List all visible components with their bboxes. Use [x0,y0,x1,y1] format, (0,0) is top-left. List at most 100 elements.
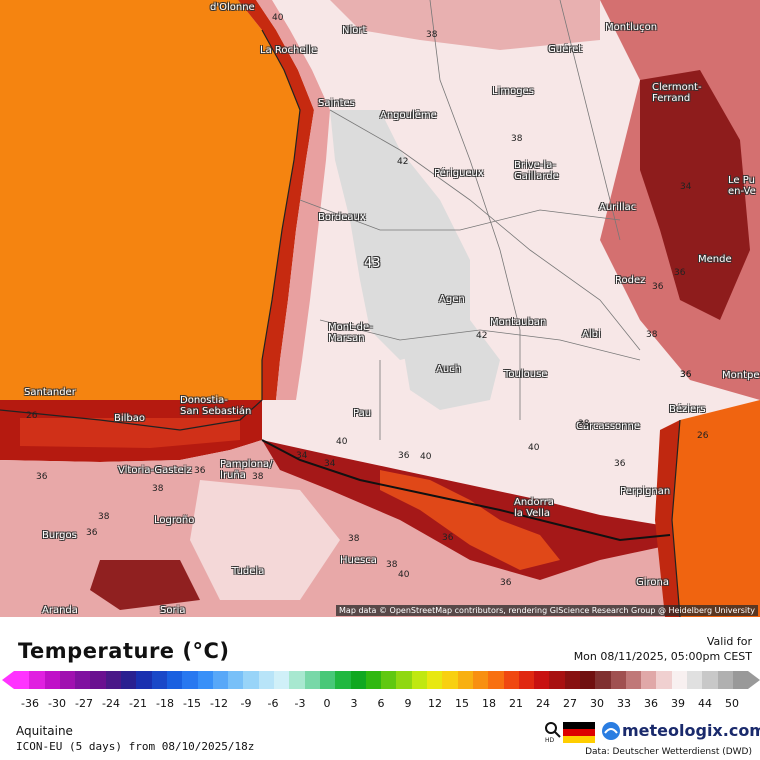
admin-border [329,109,641,351]
city-label: Clermont- Ferrand [652,82,702,104]
city-label: Montauban [490,317,547,328]
colorbar-tick-label: 24 [536,697,550,710]
colorbar-swatch [534,671,550,689]
colorbar-swatch [121,671,137,689]
spain-cool-zone [190,480,340,600]
isotherm-label: 34 [680,182,692,192]
city-label: Bilbao [114,413,146,424]
city-label: Santander [24,387,76,398]
colorbar-swatch [702,671,718,689]
colorbar-tick-label: 9 [404,697,412,710]
isotherm-label: 36 [86,528,98,538]
colorbar-tick-label: -3 [294,697,306,710]
colorbar-swatch [610,671,626,689]
isotherm-label: 38 [152,484,164,494]
colorbar-tick-label: 27 [563,697,577,710]
isotherm-label: 34 [324,459,336,469]
isotherm-label: 40 [272,13,284,23]
temperature-map[interactable]: d'Olonne La Rochelle Niort Guéret Montluçon S… [0,0,760,617]
region-label: Aquitaine [16,724,73,738]
colorbar-swatch [503,671,519,689]
city-label: Saintes [318,98,355,109]
isotherm-label: 34 [296,451,308,461]
colorbar-tick-label: -36 [21,697,39,710]
isotherm-label: 38 [252,472,264,482]
colorbar-swatch [243,671,259,689]
colorbar-tick-label: 39 [671,697,685,710]
city-label: Mont-de- Marsan [328,322,373,344]
city-label: Niort [342,25,367,36]
colorbar-swatch [472,671,489,689]
zoom-hd-icon[interactable]: HD [544,721,562,743]
colorbar-swatch [671,671,688,689]
colorbar-swatch [228,671,244,689]
map-attribution[interactable]: Map data © OpenStreetMap contributors, r… [336,605,758,616]
legend-title: Temperature (°C) [18,639,230,663]
colorbar-tick-label: 15 [455,697,469,710]
city-label: Pamplona/ Iruña [220,459,273,481]
colorbar-tick-label: 21 [509,697,523,710]
colorbar-right-arrow [748,671,760,689]
colorbar-swatch [687,671,703,689]
city-label: Donostia- San Sebastián [180,395,252,417]
isotherm-label: 36 [442,533,454,543]
colorbar-swatch [549,671,565,689]
colorbar-tick-label: -18 [156,697,174,710]
colorbar-tick-label: -9 [240,697,252,710]
colorbar-swatch [396,671,412,689]
city-label: Angoulême [380,110,437,121]
colorbar-tick-label: 18 [482,697,496,710]
city-label: Bordeaux [318,212,366,223]
colorbar-swatch [258,671,275,689]
city-label: Andorra la Vella [514,497,554,519]
isotherm-label: 42 [397,157,409,167]
colorbar-tick-label: -21 [129,697,147,710]
city-label: Vitoria-Gasteiz [118,465,192,476]
city-label: La Rochelle [260,45,318,56]
colorbar-swatch [595,671,611,689]
isotherm-label: 36 [36,472,48,482]
colorbar-swatch [350,671,366,689]
city-label: Pau [353,408,372,419]
isotherm-label: 40 [336,437,348,447]
isotherm-label: 36 [398,451,410,461]
admin-border [319,319,641,361]
colorbar-swatch [90,671,106,689]
city-label: Albi [582,329,601,340]
city-label: Auch [436,364,462,375]
city-label: Périgueux [434,168,484,179]
colorbar-swatch [442,671,458,689]
colorbar-tick-label: 50 [725,697,739,710]
brand-name[interactable]: meteologix.com [622,721,760,740]
city-label: Girona [636,577,670,588]
isotherm-label: 36 [500,578,512,588]
colorbar-swatch [197,671,213,689]
valid-time: Mon 08/11/2025, 05:00pm CEST [573,650,752,663]
colorbar-swatch [75,671,91,689]
colorbar-ticks: -36 -30 -27 -24 -21 -18 -15 -12 -9 -6 -3 0 3 6 9 12 15 18… [14,697,748,711]
colorbar-swatch [29,671,45,689]
colorbar-tick-label: 0 [323,697,331,710]
germany-flag-icon [563,722,595,743]
ocean-area [0,0,300,400]
colorbar-swatch [411,671,428,689]
city-label: Soria [160,605,186,616]
isotherm-label: 40 [420,452,432,462]
cool-plain-gers [400,320,500,410]
colorbar-tick-label: 44 [698,697,712,710]
colorbar-swatch [365,671,382,689]
colorbar-swatch [289,671,305,689]
coastal-band [238,0,314,400]
colorbar-tick-label: -24 [102,697,120,710]
isotherm-label: 40 [528,443,540,453]
colorbar-swatch [274,671,290,689]
colorbar-swatch [732,671,749,689]
city-label: Aurillac [599,202,637,213]
cantabrian-inner [20,418,240,448]
colorbar-tick-label: 36 [644,697,658,710]
colorbar-left-arrow [2,671,14,689]
city-label: Huesca [340,555,377,566]
colorbar-swatch [59,671,76,689]
colorbar-tick-label: -12 [210,697,228,710]
spain-hot-zone [90,560,200,610]
